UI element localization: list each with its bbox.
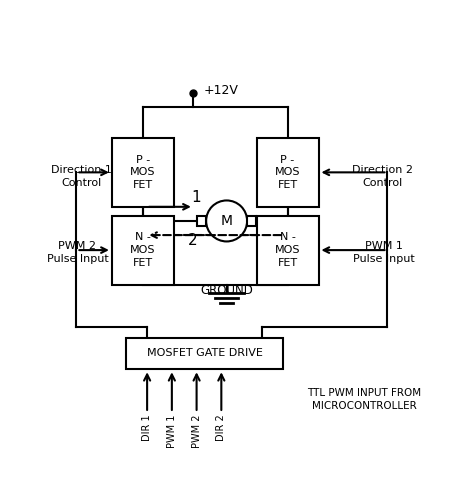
Bar <box>256 216 318 285</box>
Text: Direction 2
Control: Direction 2 Control <box>351 165 412 188</box>
Bar <box>247 216 255 226</box>
Text: TTL PWM INPUT FROM
MICROCONTROLLER: TTL PWM INPUT FROM MICROCONTROLLER <box>307 388 420 411</box>
Text: MOSFET GATE DRIVE: MOSFET GATE DRIVE <box>147 348 262 358</box>
Text: 1: 1 <box>192 191 201 206</box>
Text: P -
MOS
FET: P - MOS FET <box>130 155 155 190</box>
Text: PWM 2
Pulse Input: PWM 2 Pulse Input <box>46 241 108 264</box>
Bar <box>111 138 173 207</box>
Text: Direction 1
Control: Direction 1 Control <box>51 165 111 188</box>
Bar <box>111 216 173 285</box>
Bar <box>197 216 206 226</box>
Text: N -
MOS
FET: N - MOS FET <box>274 232 300 268</box>
Text: PWM 1
Pulse Input: PWM 1 Pulse Input <box>352 241 414 264</box>
Text: DIR 1: DIR 1 <box>142 414 152 441</box>
Text: +12V: +12V <box>203 84 238 97</box>
Bar <box>256 138 318 207</box>
Text: 2: 2 <box>188 233 197 248</box>
Text: M: M <box>220 214 232 228</box>
Text: N -
MOS
FET: N - MOS FET <box>130 232 155 268</box>
Text: DIR 2: DIR 2 <box>216 414 226 441</box>
Text: GROUND: GROUND <box>200 284 253 297</box>
Text: P -
MOS
FET: P - MOS FET <box>274 155 300 190</box>
Circle shape <box>206 201 247 241</box>
Text: PWM 2: PWM 2 <box>191 414 201 448</box>
Text: PWM 1: PWM 1 <box>167 414 177 448</box>
Bar <box>126 338 283 369</box>
